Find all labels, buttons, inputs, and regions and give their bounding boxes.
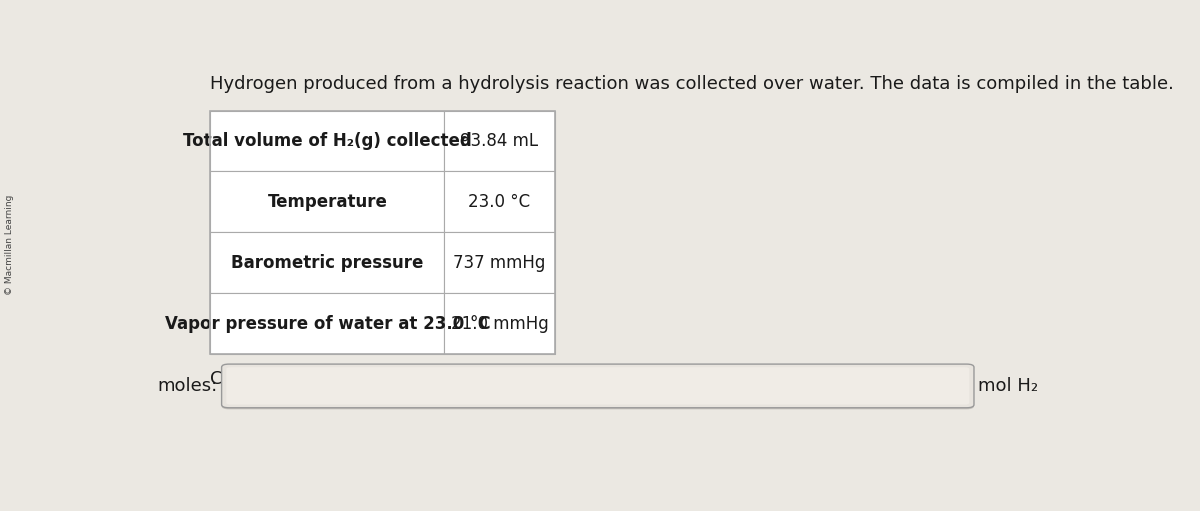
Bar	[444, 110, 554, 172]
Text: Vapor pressure of water at 23.0 °C: Vapor pressure of water at 23.0 °C	[164, 315, 491, 333]
Bar	[210, 110, 444, 172]
Bar	[210, 172, 444, 233]
Bar	[210, 233, 444, 293]
Bar	[444, 233, 554, 293]
Text: © Macmillan Learning: © Macmillan Learning	[5, 195, 14, 295]
Bar	[210, 110, 554, 355]
FancyBboxPatch shape	[227, 367, 970, 405]
Text: 93.84 mL: 93.84 mL	[461, 132, 539, 150]
Text: Temperature: Temperature	[268, 193, 388, 211]
Bar	[210, 293, 444, 355]
Text: Total volume of H₂(g) collected: Total volume of H₂(g) collected	[184, 132, 472, 150]
Text: mol H₂: mol H₂	[978, 377, 1038, 395]
Text: Hydrogen produced from a hydrolysis reaction was collected over water. The data : Hydrogen produced from a hydrolysis reac…	[210, 75, 1175, 93]
Text: 737 mmHg: 737 mmHg	[454, 254, 546, 272]
Text: Calculate the moles of hydrogen gas produced by the reaction.: Calculate the moles of hydrogen gas prod…	[210, 370, 780, 388]
FancyBboxPatch shape	[222, 364, 974, 408]
Bar	[444, 172, 554, 233]
Text: 21.0 mmHg: 21.0 mmHg	[451, 315, 548, 333]
Bar	[444, 293, 554, 355]
FancyBboxPatch shape	[222, 366, 974, 409]
Text: moles:: moles:	[157, 377, 218, 395]
Text: 23.0 °C: 23.0 °C	[468, 193, 530, 211]
Text: Barometric pressure: Barometric pressure	[232, 254, 424, 272]
